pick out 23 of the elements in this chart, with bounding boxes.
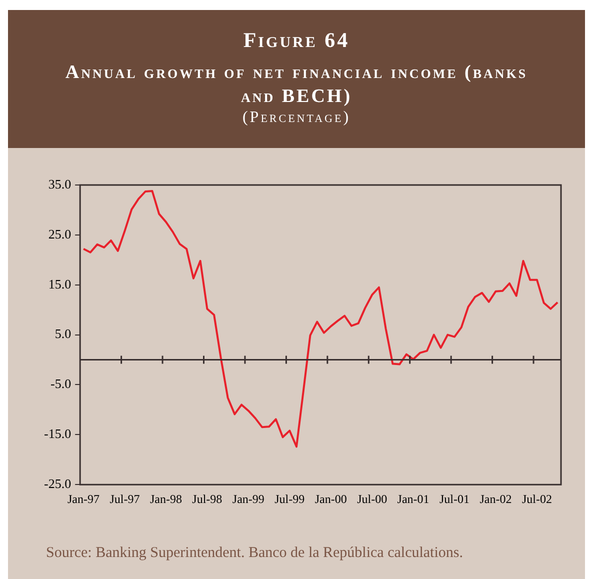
x-tick-label: Jan-98 bbox=[150, 492, 182, 506]
x-tick-label: Jul-01 bbox=[440, 492, 470, 506]
x-tick-label: Jul-97 bbox=[110, 492, 140, 506]
x-tick-label: Jul-02 bbox=[522, 492, 552, 506]
source-note: Source: Banking Superintendent. Banco de la República calculations. bbox=[46, 545, 463, 562]
y-axis-title: (Percentage) bbox=[241, 109, 352, 127]
x-tick-label: Jul-99 bbox=[274, 492, 305, 506]
y-tick-label: -5.0 bbox=[50, 376, 72, 392]
y-tick-label: -25.0 bbox=[44, 476, 72, 492]
x-tick-label: Jan-01 bbox=[397, 492, 430, 506]
y-tick-label: -15.0 bbox=[44, 426, 72, 442]
x-tick-label: Jul-98 bbox=[192, 492, 222, 506]
y-tick-label: 15.0 bbox=[48, 276, 72, 292]
x-tick-label: Jan-02 bbox=[480, 492, 512, 506]
y-tick-label: 35.0 bbox=[48, 176, 72, 192]
x-tick-label: Jan-97 bbox=[68, 492, 100, 506]
x-tick-label: Jan-00 bbox=[314, 492, 347, 506]
x-tick-label: Jan-99 bbox=[232, 492, 264, 506]
chart-subtitle: Annual growth of net financial income (banks and BECH) bbox=[64, 61, 529, 109]
chart-title: Figure 64 bbox=[242, 28, 351, 53]
x-tick-label: Jul-00 bbox=[357, 492, 388, 506]
y-tick-label: 25.0 bbox=[48, 226, 72, 242]
y-tick-label: 5.0 bbox=[54, 326, 72, 342]
